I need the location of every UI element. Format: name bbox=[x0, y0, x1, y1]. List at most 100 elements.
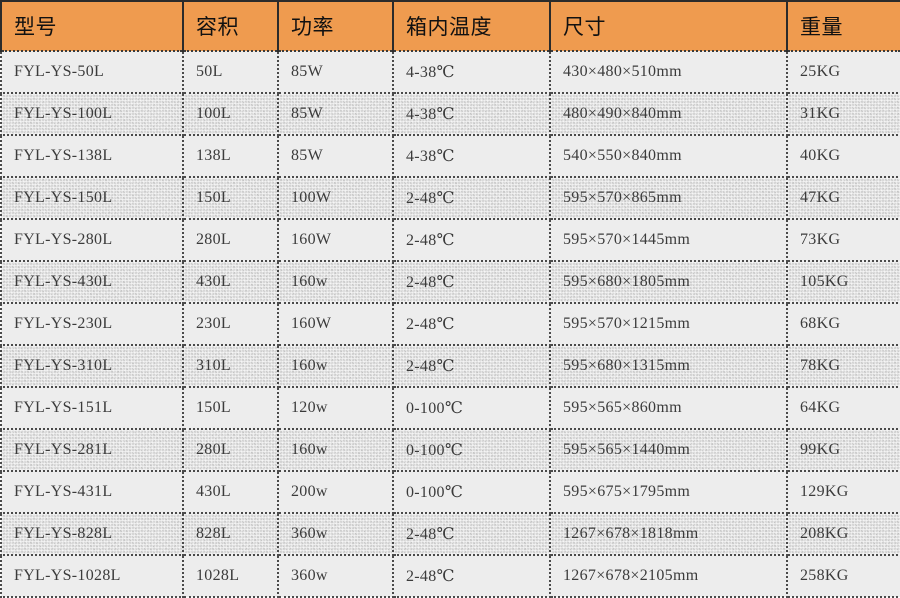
cell-capacity: 100L bbox=[183, 93, 279, 136]
cell-dimensions: 595×565×860mm bbox=[550, 387, 788, 430]
cell-temperature: 0-100℃ bbox=[393, 471, 551, 514]
cell-weight: 47KG bbox=[787, 177, 900, 220]
table-row: FYL-YS-310L 310L 160w 2-48℃ 595×680×1315mm 78… bbox=[0, 345, 900, 388]
cell-power: 160w bbox=[278, 345, 394, 388]
column-header-weight: 重量 bbox=[787, 0, 900, 52]
column-header-dimensions: 尺寸 bbox=[550, 0, 788, 52]
table-row: FYL-YS-150L 150L 100W 2-48℃ 595×570×865mm 47K… bbox=[0, 177, 900, 220]
cell-capacity: 310L bbox=[183, 345, 279, 388]
cell-power: 100W bbox=[278, 177, 394, 220]
cell-dimensions: 595×680×1805mm bbox=[550, 261, 788, 304]
cell-model: FYL-YS-280L bbox=[0, 219, 184, 262]
cell-weight: 31KG bbox=[787, 93, 900, 136]
column-header-model: 型号 bbox=[0, 0, 184, 52]
cell-temperature: 4-38℃ bbox=[393, 135, 551, 178]
cell-dimensions: 595×570×865mm bbox=[550, 177, 788, 220]
cell-weight: 68KG bbox=[787, 303, 900, 346]
column-header-power: 功率 bbox=[278, 0, 394, 52]
cell-weight: 258KG bbox=[787, 555, 900, 598]
column-header-capacity: 容积 bbox=[183, 0, 279, 52]
cell-power: 85W bbox=[278, 93, 394, 136]
table-row: FYL-YS-151L 150L 120w 0-100℃ 595×565×860mm 64… bbox=[0, 387, 900, 430]
table-row: FYL-YS-281L 280L 160w 0-100℃ 595×565×1440mm 9… bbox=[0, 429, 900, 472]
cell-temperature: 0-100℃ bbox=[393, 387, 551, 430]
cell-model: FYL-YS-50L bbox=[0, 51, 184, 94]
cell-model: FYL-YS-431L bbox=[0, 471, 184, 514]
cell-temperature: 0-100℃ bbox=[393, 429, 551, 472]
cell-power: 160W bbox=[278, 219, 394, 262]
cell-capacity: 150L bbox=[183, 177, 279, 220]
cell-model: FYL-YS-1028L bbox=[0, 555, 184, 598]
cell-weight: 25KG bbox=[787, 51, 900, 94]
cell-power: 160w bbox=[278, 261, 394, 304]
cell-capacity: 430L bbox=[183, 471, 279, 514]
column-header-temperature: 箱内温度 bbox=[393, 0, 551, 52]
cell-dimensions: 540×550×840mm bbox=[550, 135, 788, 178]
table-row: FYL-YS-280L 280L 160W 2-48℃ 595×570×1445mm 73… bbox=[0, 219, 900, 262]
cell-temperature: 2-48℃ bbox=[393, 177, 551, 220]
cell-dimensions: 595×680×1315mm bbox=[550, 345, 788, 388]
cell-capacity: 1028L bbox=[183, 555, 279, 598]
cell-dimensions: 595×675×1795mm bbox=[550, 471, 788, 514]
cell-power: 360w bbox=[278, 555, 394, 598]
cell-dimensions: 595×570×1445mm bbox=[550, 219, 788, 262]
cell-weight: 40KG bbox=[787, 135, 900, 178]
cell-weight: 99KG bbox=[787, 429, 900, 472]
cell-dimensions: 430×480×510mm bbox=[550, 51, 788, 94]
cell-model: FYL-YS-151L bbox=[0, 387, 184, 430]
cell-weight: 105KG bbox=[787, 261, 900, 304]
table-header-row: 型号 容积 功率 箱内温度 尺寸 重量 bbox=[0, 0, 900, 52]
cell-power: 85W bbox=[278, 51, 394, 94]
table-row: FYL-YS-430L 430L 160w 2-48℃ 595×680×1805mm 10… bbox=[0, 261, 900, 304]
cell-model: FYL-YS-230L bbox=[0, 303, 184, 346]
cell-temperature: 2-48℃ bbox=[393, 219, 551, 262]
cell-temperature: 2-48℃ bbox=[393, 303, 551, 346]
cell-capacity: 280L bbox=[183, 219, 279, 262]
table-row: FYL-YS-431L 430L 200w 0-100℃ 595×675×1795mm 1… bbox=[0, 471, 900, 514]
cell-capacity: 230L bbox=[183, 303, 279, 346]
table-body: FYL-YS-50L 50L 85W 4-38℃ 430×480×510mm 25KG FY… bbox=[0, 51, 900, 598]
cell-power: 200w bbox=[278, 471, 394, 514]
cell-capacity: 150L bbox=[183, 387, 279, 430]
cell-model: FYL-YS-150L bbox=[0, 177, 184, 220]
cell-capacity: 430L bbox=[183, 261, 279, 304]
cell-capacity: 50L bbox=[183, 51, 279, 94]
cell-temperature: 4-38℃ bbox=[393, 51, 551, 94]
cell-temperature: 2-48℃ bbox=[393, 555, 551, 598]
cell-temperature: 2-48℃ bbox=[393, 513, 551, 556]
cell-model: FYL-YS-828L bbox=[0, 513, 184, 556]
cell-weight: 78KG bbox=[787, 345, 900, 388]
table-row: FYL-YS-50L 50L 85W 4-38℃ 430×480×510mm 25KG bbox=[0, 51, 900, 94]
cell-model: FYL-YS-100L bbox=[0, 93, 184, 136]
table-row: FYL-YS-100L 100L 85W 4-38℃ 480×490×840mm 31KG bbox=[0, 93, 900, 136]
cell-temperature: 2-48℃ bbox=[393, 345, 551, 388]
cell-power: 160W bbox=[278, 303, 394, 346]
cell-dimensions: 480×490×840mm bbox=[550, 93, 788, 136]
cell-power: 120w bbox=[278, 387, 394, 430]
cell-dimensions: 1267×678×2105mm bbox=[550, 555, 788, 598]
cell-temperature: 4-38℃ bbox=[393, 93, 551, 136]
cell-power: 160w bbox=[278, 429, 394, 472]
cell-model: FYL-YS-138L bbox=[0, 135, 184, 178]
table-row: FYL-YS-230L 230L 160W 2-48℃ 595×570×1215mm 68… bbox=[0, 303, 900, 346]
cell-dimensions: 595×565×1440mm bbox=[550, 429, 788, 472]
cell-power: 85W bbox=[278, 135, 394, 178]
cell-capacity: 138L bbox=[183, 135, 279, 178]
cell-weight: 64KG bbox=[787, 387, 900, 430]
table-row: FYL-YS-1028L 1028L 360w 2-48℃ 1267×678×2105m… bbox=[0, 555, 900, 598]
cell-capacity: 280L bbox=[183, 429, 279, 472]
cell-temperature: 2-48℃ bbox=[393, 261, 551, 304]
table-header: 型号 容积 功率 箱内温度 尺寸 重量 bbox=[0, 0, 900, 52]
cell-capacity: 828L bbox=[183, 513, 279, 556]
table-row: FYL-YS-828L 828L 360w 2-48℃ 1267×678×1818mm 2… bbox=[0, 513, 900, 556]
cell-model: FYL-YS-430L bbox=[0, 261, 184, 304]
cell-dimensions: 595×570×1215mm bbox=[550, 303, 788, 346]
cell-model: FYL-YS-310L bbox=[0, 345, 184, 388]
cell-power: 360w bbox=[278, 513, 394, 556]
cell-dimensions: 1267×678×1818mm bbox=[550, 513, 788, 556]
cell-weight: 208KG bbox=[787, 513, 900, 556]
cell-model: FYL-YS-281L bbox=[0, 429, 184, 472]
table-row: FYL-YS-138L 138L 85W 4-38℃ 540×550×840mm 40KG bbox=[0, 135, 900, 178]
cell-weight: 129KG bbox=[787, 471, 900, 514]
